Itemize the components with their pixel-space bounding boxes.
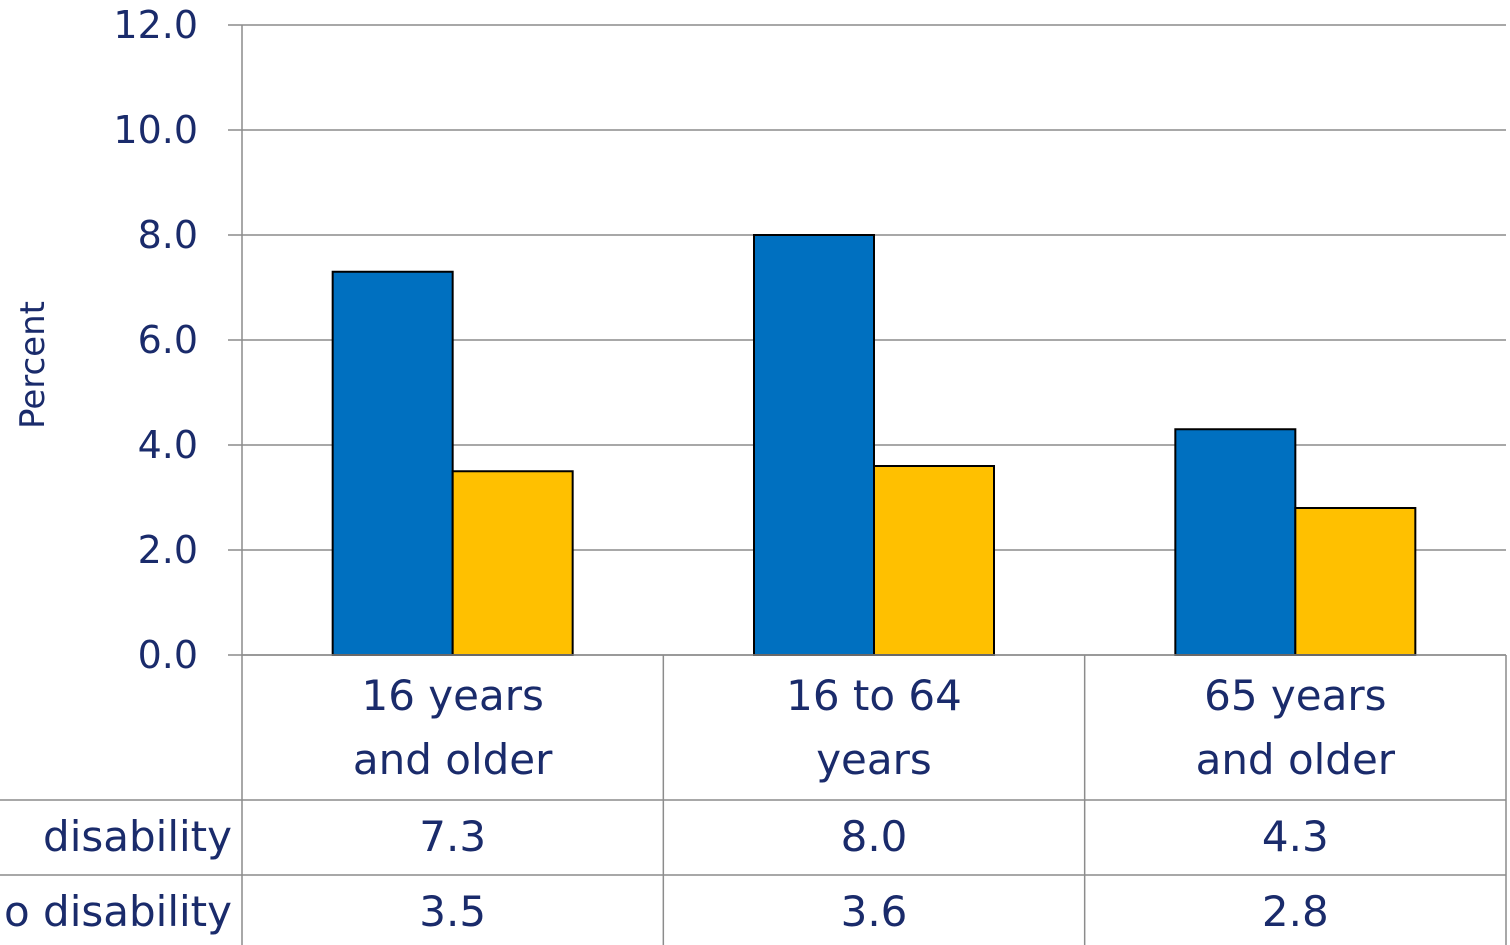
- x-category-label: and older: [353, 735, 553, 784]
- bar-disability: [331, 270, 454, 656]
- x-category-label: 16 years: [361, 671, 543, 720]
- bar-disability: [1174, 428, 1297, 656]
- x-category-label: years: [816, 735, 932, 784]
- series-label: o disability: [4, 887, 232, 936]
- data-label: 4.3: [1262, 812, 1329, 861]
- y-tick-label: 0.0: [138, 633, 198, 677]
- bars: [331, 234, 1417, 656]
- y-tick-label: 2.0: [138, 528, 198, 572]
- x-category-label: 65 years: [1204, 671, 1386, 720]
- y-tick-label: 8.0: [138, 213, 198, 257]
- bar-no-disability: [1294, 507, 1417, 656]
- data-label: 3.6: [841, 887, 908, 936]
- data-label: 3.5: [419, 887, 486, 936]
- y-axis-title: Percent: [13, 301, 53, 429]
- bar-no-disability: [873, 465, 995, 656]
- bar-disability: [753, 234, 875, 656]
- data-label: 2.8: [1262, 887, 1329, 936]
- bar-no-disability: [451, 470, 574, 656]
- y-tick-label: 6.0: [138, 318, 198, 362]
- series-label: disability: [43, 812, 232, 861]
- data-label: 7.3: [419, 812, 486, 861]
- x-category-label: and older: [1196, 735, 1396, 784]
- y-tick-label: 4.0: [138, 423, 198, 467]
- data-table: 16 years and older 16 to 64 years 65 years an…: [0, 654, 1507, 945]
- y-axis-ticks: 0.0 2.0 4.0 6.0 8.0 10.0 12.0: [113, 3, 198, 677]
- y-tick-label: 10.0: [113, 108, 198, 152]
- y-tick-label: 12.0: [113, 3, 198, 47]
- data-label: 8.0: [841, 812, 908, 861]
- x-category-label: 16 to 64: [786, 671, 962, 720]
